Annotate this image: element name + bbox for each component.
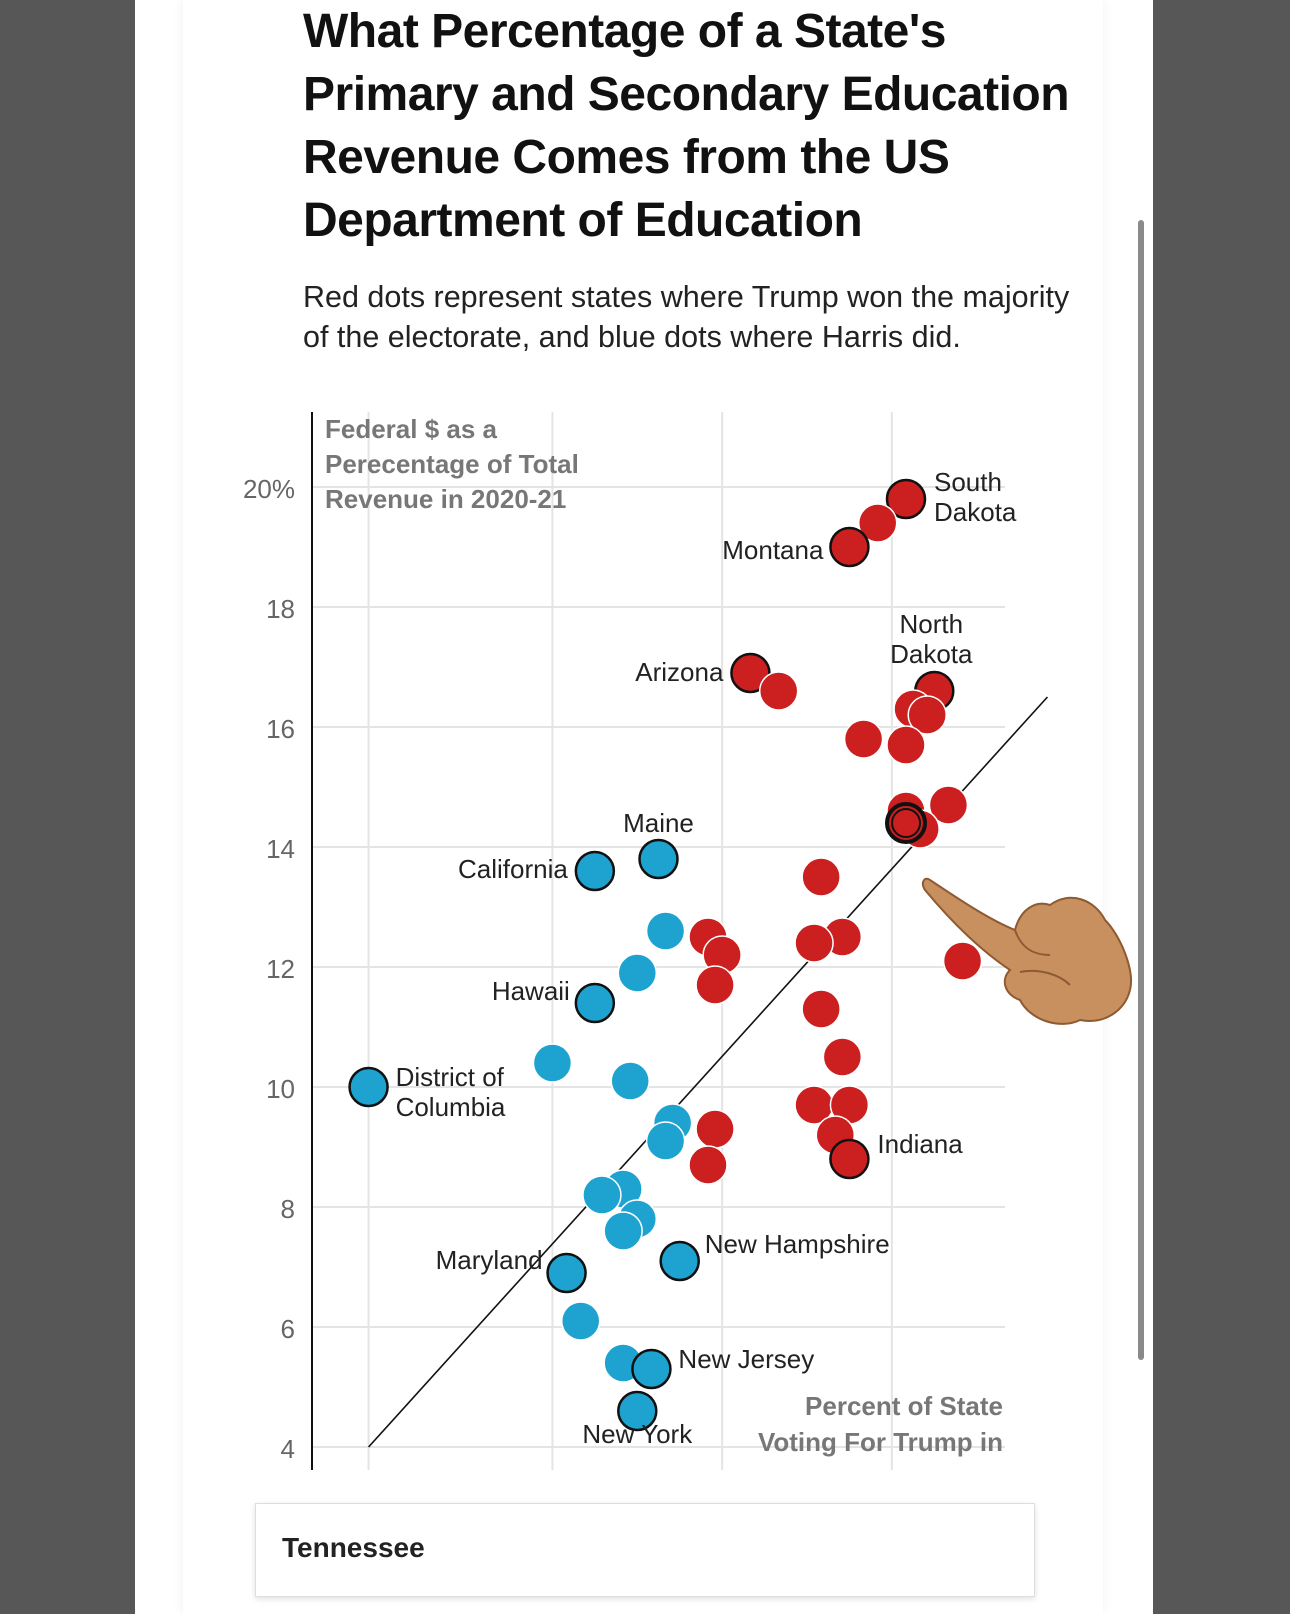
x-axis-title-line: Voting For Trump in (758, 1427, 1003, 1457)
state-label: Columbia (396, 1092, 506, 1122)
x-axis-title-line: Percent of State (805, 1391, 1003, 1421)
data-point[interactable] (574, 850, 616, 892)
data-point[interactable] (695, 1109, 735, 1149)
data-point[interactable] (928, 785, 969, 825)
y-tick-label: 4 (281, 1434, 295, 1464)
data-point[interactable] (617, 953, 658, 993)
y-axis-title: Federal $ as a Perecentage of Total Revenu… (325, 414, 579, 514)
y-tick-label: 10 (266, 1074, 295, 1104)
state-labels: SouthDakotaMontanaNorthDakotaArizonaMain… (396, 467, 1017, 1449)
gridlines (312, 412, 1005, 1470)
data-point[interactable] (907, 695, 947, 735)
data-point[interactable] (857, 503, 898, 543)
state-label: Maryland (436, 1245, 543, 1275)
state-label: New Jersey (678, 1344, 814, 1374)
data-point[interactable] (794, 923, 834, 963)
chart-subtitle: Red dots represent states where Trump wo… (303, 280, 1070, 354)
state-label: Montana (722, 535, 824, 565)
data-point[interactable] (560, 1301, 601, 1341)
y-axis-title-line: Federal $ as a (325, 414, 498, 444)
state-label: Hawaii (492, 976, 570, 1006)
data-point[interactable] (638, 838, 679, 880)
tooltip-box: Tennessee (255, 1503, 1035, 1597)
data-point[interactable] (829, 1138, 870, 1180)
data-point[interactable] (617, 1390, 658, 1432)
data-point[interactable] (631, 1348, 672, 1390)
data-point[interactable] (942, 941, 983, 981)
y-tick-label: 18 (266, 594, 295, 624)
y-tick-label: 12 (266, 954, 295, 984)
right-background (1153, 0, 1290, 1614)
state-label: Indiana (877, 1129, 963, 1159)
y-tick-label: 16 (266, 714, 295, 744)
data-point[interactable] (695, 965, 735, 1005)
data-point[interactable] (603, 1211, 643, 1251)
state-label: Maine (623, 808, 694, 838)
data-point[interactable] (843, 719, 884, 759)
state-label: New York (582, 1419, 693, 1449)
y-tick-label: 8 (281, 1194, 295, 1224)
state-label: North (899, 609, 963, 639)
left-background (0, 0, 135, 1614)
data-point[interactable] (348, 1066, 389, 1108)
data-point[interactable] (730, 652, 771, 694)
data-points[interactable] (348, 478, 983, 1432)
state-label: New Hampshire (705, 1229, 890, 1259)
data-point[interactable] (582, 1175, 622, 1215)
data-point[interactable] (885, 478, 927, 520)
y-axis-title-line: Perecentage of Total (325, 449, 579, 479)
x-axis-title: Percent of State Voting For Trump in (758, 1391, 1003, 1457)
state-label: Dakota (890, 639, 973, 669)
state-label: South (934, 467, 1002, 497)
data-point[interactable] (610, 1061, 650, 1101)
y-axis-ticks: 20% 18 16 14 12 10 8 6 4 (243, 474, 295, 1464)
data-point[interactable] (758, 671, 799, 711)
y-tick-label: 6 (281, 1314, 295, 1344)
data-point[interactable] (659, 1240, 700, 1282)
scrollbar[interactable] (1138, 220, 1144, 1360)
y-tick-label: 20% (243, 474, 295, 504)
data-point[interactable] (886, 725, 926, 765)
data-point[interactable] (822, 1037, 863, 1077)
data-point[interactable] (645, 911, 686, 951)
highlight-ring (891, 808, 921, 838)
state-label: District of (396, 1062, 505, 1092)
data-point[interactable] (574, 982, 616, 1024)
state-label: Arizona (635, 657, 724, 687)
data-point[interactable] (801, 989, 841, 1029)
tooltip-label: Tennessee (282, 1532, 425, 1563)
data-point[interactable] (645, 1121, 686, 1161)
y-axis-title-line: Revenue in 2020-21 (325, 484, 566, 514)
data-point[interactable] (532, 1043, 573, 1083)
state-label: Dakota (934, 497, 1017, 527)
data-point[interactable] (546, 1252, 587, 1294)
data-point[interactable] (688, 1145, 728, 1185)
state-label: California (458, 854, 568, 884)
chart-title: What Percentage of a State's Primary and… (303, 5, 1070, 247)
y-tick-label: 14 (266, 834, 295, 864)
data-point[interactable] (829, 526, 870, 568)
pointing-hand-icon (921, 877, 1132, 1025)
data-point[interactable] (801, 857, 841, 897)
